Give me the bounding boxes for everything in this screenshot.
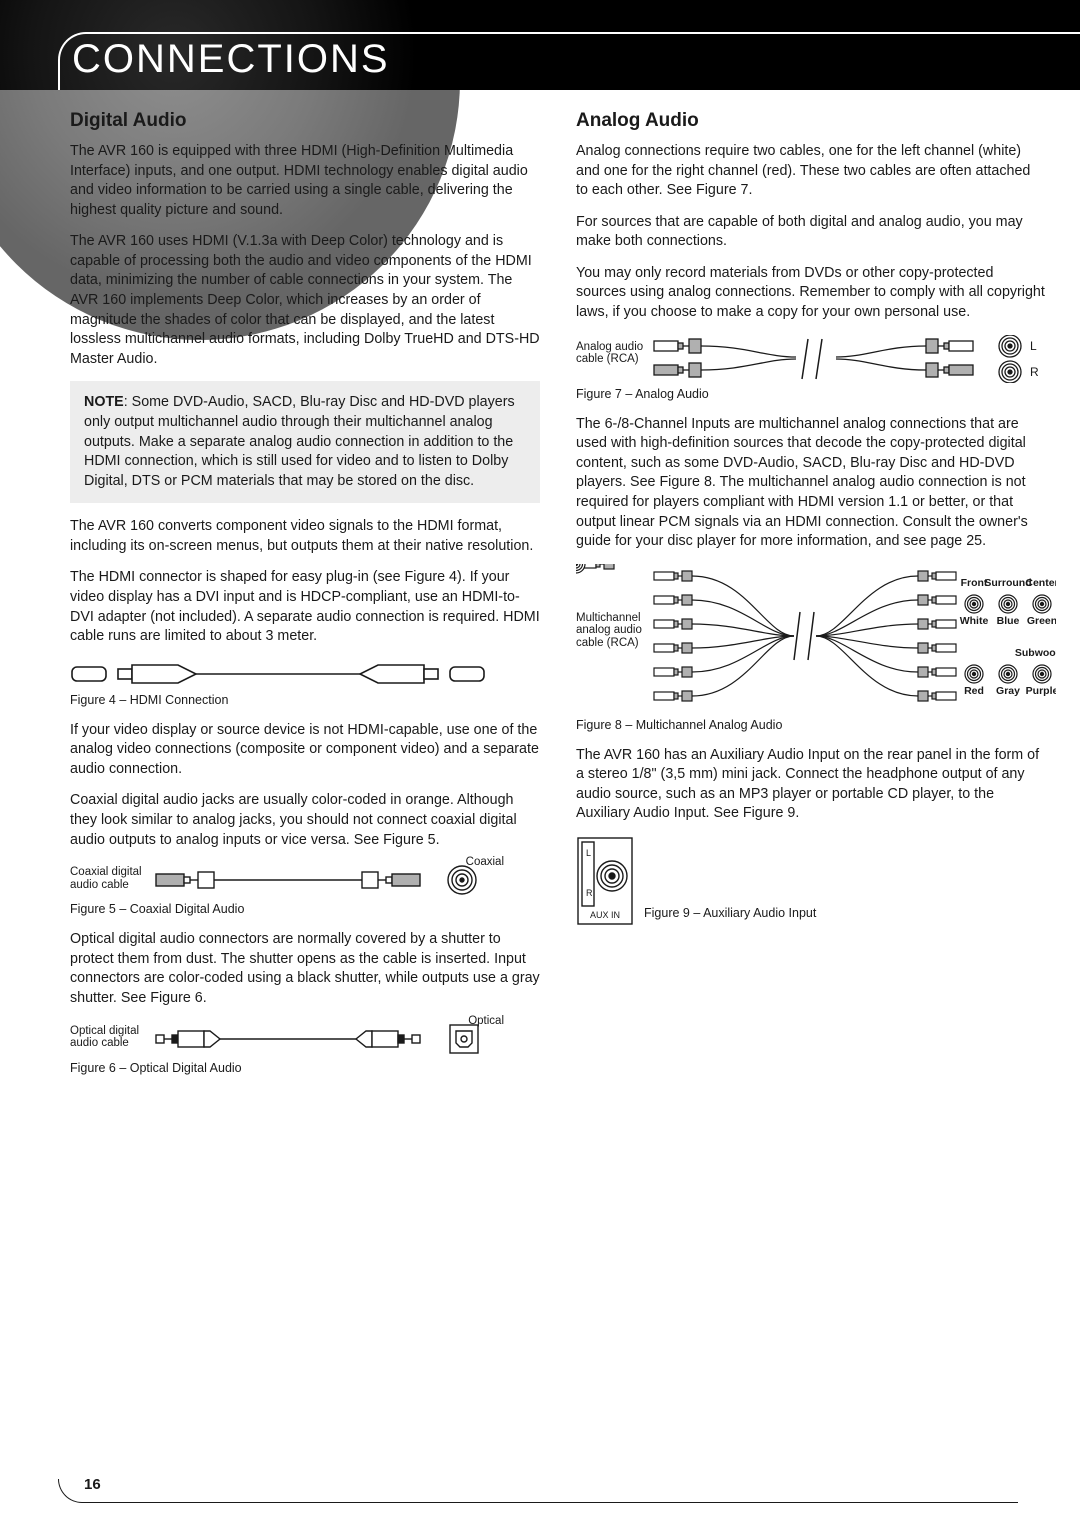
figure-8-diagram: Multichannel analog audio cable (RCA) bbox=[576, 564, 1046, 714]
figure-4-caption: Figure 4 – HDMI Connection bbox=[70, 693, 540, 707]
fig7-cable-label: Analog audio cable (RCA) bbox=[576, 341, 644, 366]
note-body: : Some DVD-Audio, SACD, Blu-ray Disc and… bbox=[84, 394, 515, 488]
note-box: NOTE: Some DVD-Audio, SACD, Blu-ray Disc… bbox=[70, 381, 540, 503]
para: For sources that are capable of both dig… bbox=[576, 213, 1046, 252]
header-title: CONNECTIONS bbox=[72, 37, 390, 82]
heading-digital-audio: Digital Audio bbox=[70, 110, 540, 132]
figure-9-diagram: L R AUX IN Figure 9 – Auxiliary Audio In… bbox=[576, 836, 1046, 926]
content-columns: Digital Audio The AVR 160 is equipped wi… bbox=[70, 110, 1046, 1089]
figure-6-caption: Figure 6 – Optical Digital Audio bbox=[70, 1061, 540, 1075]
fig7-L: L bbox=[1030, 339, 1037, 353]
note-text: NOTE: Some DVD-Audio, SACD, Blu-ray Disc… bbox=[84, 393, 526, 491]
svg-text:Subwoofer: Subwoofer bbox=[1015, 647, 1056, 659]
figure-5-caption: Figure 5 – Coaxial Digital Audio bbox=[70, 902, 540, 916]
svg-text:R: R bbox=[586, 888, 593, 898]
page-header: CONNECTIONS bbox=[0, 0, 1080, 90]
page-number: 16 bbox=[84, 1476, 101, 1493]
figure-7-caption: Figure 7 – Analog Audio bbox=[576, 387, 1046, 401]
figure-7-diagram: Analog audio cable (RCA) bbox=[576, 335, 1046, 383]
para: If your video display or source device i… bbox=[70, 721, 540, 780]
figure-8-caption: Figure 8 – Multichannel Analog Audio bbox=[576, 718, 1046, 732]
figure-6-diagram: Optical digital audio cable Optical bbox=[70, 1021, 540, 1057]
para: The HDMI connector is shaped for easy pl… bbox=[70, 568, 540, 646]
footer-rule bbox=[58, 1479, 1018, 1503]
fig5-cable-label: Coaxial digital audio cable bbox=[70, 866, 148, 891]
svg-text:Purple: Purple bbox=[1026, 685, 1056, 697]
para: You may only record materials from DVDs … bbox=[576, 264, 1046, 323]
para: The 6-/8-Channel Inputs are multichannel… bbox=[576, 415, 1046, 552]
svg-text:AUX IN: AUX IN bbox=[590, 910, 620, 920]
svg-text:Green: Green bbox=[1027, 615, 1056, 627]
svg-text:White: White bbox=[960, 615, 989, 627]
note-bold: NOTE bbox=[84, 394, 124, 410]
para: The AVR 160 uses HDMI (V.1.3a with Deep … bbox=[70, 232, 540, 369]
svg-text:Red: Red bbox=[964, 685, 984, 697]
fig5-jack-label: Coaxial bbox=[466, 856, 504, 869]
left-column: Digital Audio The AVR 160 is equipped wi… bbox=[70, 110, 540, 1089]
para: The AVR 160 has an Auxiliary Audio Input… bbox=[576, 746, 1046, 824]
fig6-cable-label: Optical digital audio cable bbox=[70, 1025, 148, 1050]
svg-text:Gray: Gray bbox=[996, 685, 1020, 697]
svg-text:Center: Center bbox=[1025, 577, 1056, 589]
right-column: Analog Audio Analog connections require … bbox=[576, 110, 1046, 1089]
fig6-jack-label: Optical bbox=[468, 1015, 504, 1028]
figure-5-diagram: Coaxial digital audio cable Coaxial bbox=[70, 862, 540, 898]
para: Optical digital audio connectors are nor… bbox=[70, 930, 540, 1008]
svg-text:L: L bbox=[586, 848, 591, 858]
fig8-cable-label: Multichannel analog audio cable (RCA) bbox=[576, 612, 648, 650]
para: Analog connections require two cables, o… bbox=[576, 142, 1046, 201]
figure-9-caption: Figure 9 – Auxiliary Audio Input bbox=[644, 906, 816, 920]
para: Coaxial digital audio jacks are usually … bbox=[70, 791, 540, 850]
para: The AVR 160 is equipped with three HDMI … bbox=[70, 142, 540, 220]
svg-text:Blue: Blue bbox=[997, 615, 1020, 627]
fig7-R: R bbox=[1030, 365, 1039, 379]
para: The AVR 160 converts component video sig… bbox=[70, 517, 540, 556]
figure-4-diagram bbox=[70, 659, 540, 689]
heading-analog-audio: Analog Audio bbox=[576, 110, 1046, 132]
